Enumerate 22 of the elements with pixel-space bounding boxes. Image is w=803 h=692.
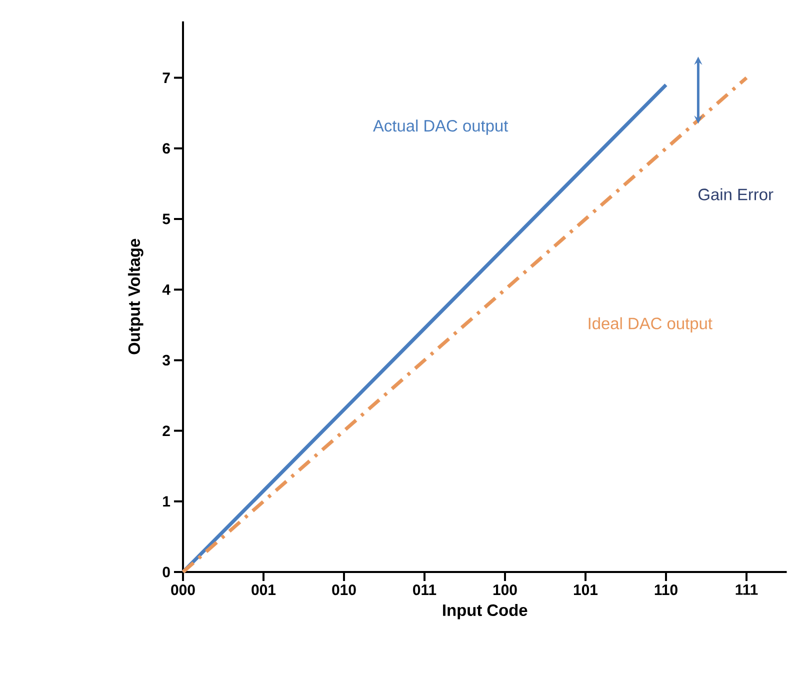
x-tick-label: 110: [654, 584, 678, 596]
y-tick-label: 1: [163, 496, 170, 507]
y-axis-title: Output Voltage: [128, 238, 144, 354]
annotation: Gain Error: [698, 188, 774, 200]
x-tick-label: 111: [736, 584, 758, 595]
x-tick-label: 100: [493, 584, 517, 596]
text: Ideal DAC output: [588, 317, 712, 333]
text: Actual DAC output: [373, 120, 508, 135]
x-tick-label: 000: [171, 584, 195, 596]
y-tick-label: 6: [162, 143, 170, 154]
x-tick-label: 010: [332, 584, 356, 596]
y-tick-label: 5: [162, 214, 170, 224]
y-tick-label: 4: [162, 284, 170, 295]
x-tick-label: 001: [252, 584, 276, 596]
x-axis-title: Input Code: [443, 604, 528, 620]
y-tick-label: 2: [162, 426, 170, 436]
y-tick-label: 7: [162, 72, 170, 83]
y-tick-label: 3: [162, 354, 170, 366]
x-tick-label: 101: [574, 584, 598, 596]
line-series: [181, 83, 668, 574]
y-tick-label: 0: [162, 566, 170, 578]
x-tick-label: 011: [413, 584, 436, 596]
